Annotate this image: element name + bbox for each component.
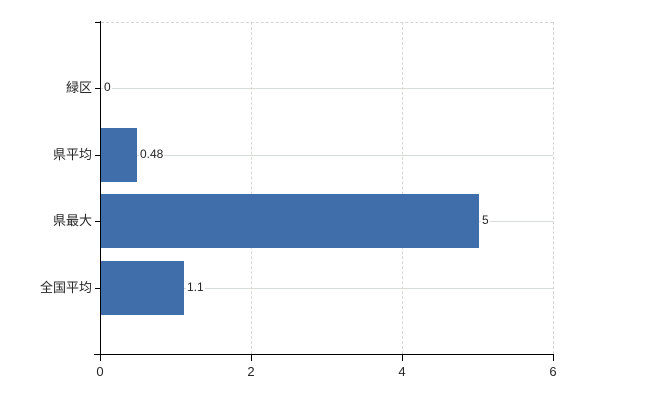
bar (101, 194, 479, 248)
plot-border-top (101, 22, 553, 23)
x-tick (251, 354, 252, 361)
h-gridline (100, 88, 553, 89)
y-axis (100, 21, 101, 354)
category-label: 県平均 (52, 147, 92, 162)
h-gridline (100, 288, 553, 289)
bar-value-label: 0.48 (139, 147, 165, 162)
h-gridline (100, 155, 553, 156)
x-tick-label: 0 (96, 364, 104, 379)
plot-border-right (553, 22, 554, 354)
bar (101, 128, 137, 182)
category-label: 緑区 (65, 80, 92, 95)
y-axis-top-tick (95, 22, 100, 23)
x-tick (553, 354, 554, 361)
bar-value-label: 1.1 (186, 280, 205, 295)
v-gridline (251, 22, 252, 354)
x-axis (94, 354, 554, 355)
y-tick (95, 288, 100, 289)
bar-value-label: 5 (481, 213, 490, 228)
bar (101, 261, 184, 315)
y-tick (95, 155, 100, 156)
x-tick-label: 6 (549, 364, 557, 379)
x-tick-label: 2 (247, 364, 255, 379)
v-gridline (402, 22, 403, 354)
category-label: 全国平均 (39, 280, 92, 295)
x-tick-label: 4 (398, 364, 406, 379)
category-label: 県最大 (52, 213, 92, 228)
x-tick (402, 354, 403, 361)
x-tick (100, 354, 101, 361)
y-tick (95, 88, 100, 89)
bar-value-label: 0 (103, 80, 112, 95)
y-tick (95, 221, 100, 222)
